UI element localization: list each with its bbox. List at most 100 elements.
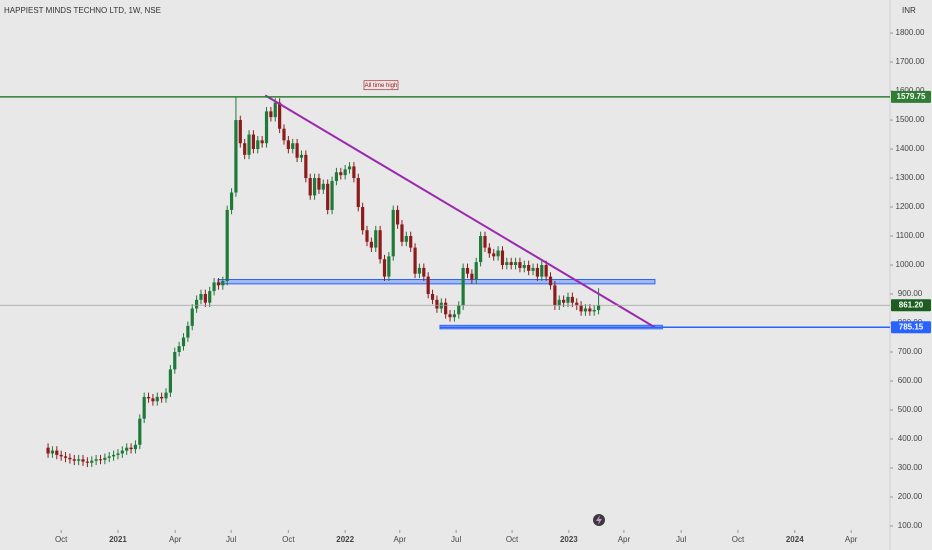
candle-body: [77, 459, 81, 461]
candle-body: [221, 280, 225, 286]
candle-body: [155, 396, 159, 402]
candle-body: [247, 134, 251, 155]
candle-body: [229, 192, 234, 210]
candle-body: [94, 459, 98, 461]
candle-body: [326, 183, 330, 210]
x-tick-label: Oct: [732, 535, 745, 544]
price-tag-label: 861.20: [899, 300, 924, 309]
candle-body: [457, 305, 461, 315]
x-tick-label: Apr: [394, 535, 407, 544]
y-tick-label: 700.00: [898, 347, 923, 356]
candle-body: [195, 299, 199, 309]
chart-title: HAPPIEST MINDS TECHNO LTD, 1W, NSE: [4, 6, 161, 15]
candle-body: [260, 140, 264, 144]
candle-body: [129, 447, 133, 450]
y-tick-label: 200.00: [898, 492, 923, 501]
trendline: [264, 94, 656, 329]
candle-body: [352, 166, 356, 179]
candle-body: [85, 461, 89, 463]
candle-body: [474, 262, 478, 280]
candle-body: [216, 282, 221, 286]
candle-body: [151, 398, 155, 402]
replay-icon[interactable]: [593, 514, 605, 526]
candle-body: [444, 302, 448, 315]
y-tick-label: 1000.00: [896, 260, 925, 269]
candle-body: [234, 120, 238, 193]
candle-body: [426, 276, 430, 295]
y-tick-label: 1100.00: [896, 231, 925, 240]
candle-body: [299, 154, 304, 158]
candle-body: [479, 236, 483, 263]
candle-body: [400, 224, 404, 242]
candle-body: [369, 241, 373, 248]
y-tick-label: 1300.00: [896, 173, 925, 182]
candle-body: [391, 209, 395, 257]
x-tick-label: Oct: [282, 535, 295, 544]
y-tick-label: 400.00: [898, 434, 923, 443]
candle-body: [374, 230, 378, 248]
candle-body: [243, 143, 247, 155]
candle-body: [522, 265, 526, 268]
currency-label: INR: [902, 6, 916, 15]
candle-body: [107, 456, 111, 458]
y-tick-label: 1800.00: [896, 28, 925, 37]
candle-body: [588, 308, 592, 312]
candle-body: [531, 267, 535, 271]
candle-body: [63, 456, 68, 458]
candle-body: [186, 325, 190, 338]
price-tag: [891, 321, 931, 334]
candle-body: [173, 352, 177, 370]
candle-body: [465, 267, 470, 274]
candle-body: [120, 450, 124, 454]
x-tick-label: Apr: [169, 535, 182, 544]
candle-body: [308, 178, 312, 196]
candle-body: [435, 299, 439, 309]
candle-body: [330, 180, 334, 210]
candle-body: [168, 369, 172, 393]
candle-body: [190, 308, 194, 326]
candle-body: [264, 111, 269, 144]
x-tick-label: Apr: [618, 535, 631, 544]
annotation: All time high: [363, 80, 399, 91]
candle-body: [334, 172, 339, 181]
candle-body: [452, 314, 456, 318]
candle-body: [164, 392, 168, 399]
y-tick-label: 900.00: [898, 289, 923, 298]
candle-body: [208, 291, 212, 303]
candle-body: [304, 154, 308, 179]
price-band: [217, 279, 656, 285]
y-tick-label: 100.00: [898, 521, 923, 530]
candle-body: [282, 128, 286, 141]
candle-body: [513, 262, 518, 266]
candle-body: [461, 267, 465, 306]
candle-body: [417, 267, 422, 274]
candle-body: [470, 273, 474, 280]
candle-body: [505, 262, 509, 266]
price-tag: [891, 90, 931, 103]
candle-body: [111, 454, 116, 457]
candle-body: [291, 143, 295, 150]
candle-body: [278, 102, 282, 129]
y-tick-label: 1500.00: [896, 115, 925, 124]
candle-body: [116, 453, 120, 455]
candle-body: [59, 454, 63, 457]
candle-body: [583, 308, 588, 312]
candle-body: [339, 172, 343, 176]
candle-body: [317, 178, 321, 190]
candle-body: [483, 236, 487, 248]
x-tick-label: Apr: [845, 535, 858, 544]
x-tick-label: Jul: [226, 535, 236, 544]
candle-body: [422, 267, 426, 277]
price-tag: [891, 299, 931, 312]
candle-body: [557, 299, 561, 306]
candle-body: [90, 460, 94, 463]
candle-body: [146, 396, 151, 399]
candle-body: [199, 294, 203, 300]
x-tick-label: Jul: [676, 535, 686, 544]
candle-body: [356, 178, 360, 208]
candle-body: [448, 314, 452, 318]
candle-body: [312, 178, 317, 196]
candle-body: [212, 282, 216, 292]
